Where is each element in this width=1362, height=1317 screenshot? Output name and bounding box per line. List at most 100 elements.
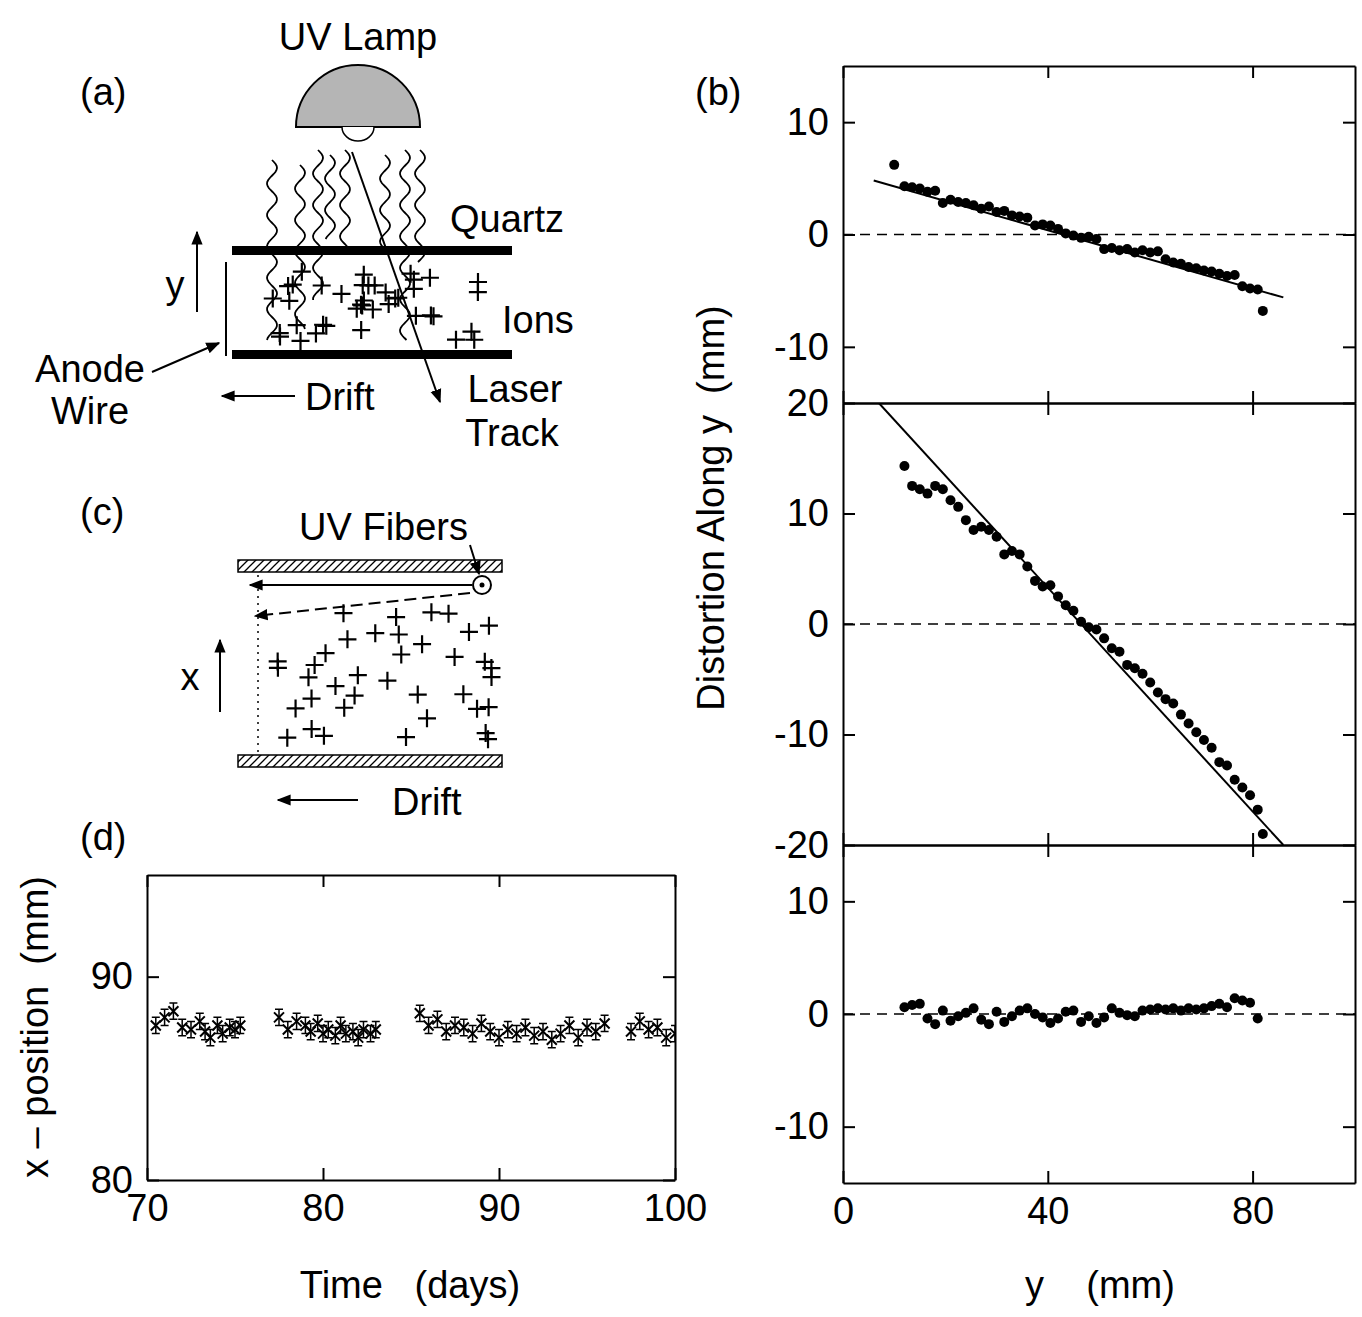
point: [953, 502, 963, 512]
ion: [313, 277, 331, 295]
axis-line: [147, 876, 149, 1181]
wire-label: Wire: [51, 390, 129, 432]
error-bar: [349, 1023, 357, 1039]
quartz-plate: [232, 246, 512, 255]
tick-mark: [1252, 845, 1254, 857]
drift-label: Drift: [392, 781, 462, 823]
ion: [454, 685, 472, 703]
point: [652, 1023, 662, 1033]
reference-line: [843, 623, 1355, 625]
tick-mark: [1252, 1171, 1254, 1183]
tick-label: 0: [808, 603, 829, 645]
point: [992, 1007, 1002, 1017]
point: [459, 1023, 469, 1033]
point: [1253, 1014, 1263, 1024]
ion: [278, 729, 296, 747]
ion: [422, 306, 440, 324]
axis-line: [148, 875, 676, 877]
ion: [359, 276, 377, 294]
tick-label: 0: [808, 213, 829, 255]
point: [1145, 678, 1155, 688]
error-bar: [152, 1017, 160, 1033]
error-bar: [486, 1023, 494, 1039]
plot-area: [843, 160, 1355, 316]
error-bar: [495, 1030, 503, 1046]
tick-mark: [323, 1168, 325, 1180]
tick: 10: [787, 101, 855, 143]
ion: [397, 728, 415, 746]
point: [1207, 743, 1217, 753]
tick-mark: [1343, 234, 1355, 236]
point: [969, 1003, 979, 1013]
axis-title: x – position (mm): [14, 876, 56, 1178]
tick: [1253, 845, 1254, 857]
ion: [352, 296, 370, 314]
point: [573, 1033, 583, 1043]
axis-line: [675, 876, 677, 1181]
plot-area: [843, 993, 1355, 1029]
ion: [387, 608, 405, 626]
wire-label: Anode: [35, 348, 145, 390]
error-bar: [301, 1017, 309, 1033]
tick: [1343, 624, 1355, 625]
ion: [332, 285, 350, 303]
axis-title: Distortion Along y (mm): [690, 305, 732, 710]
lamp: [296, 65, 420, 127]
tick: [1253, 833, 1254, 845]
tick-label: 100: [644, 1187, 707, 1229]
point: [644, 1025, 654, 1035]
tick-mark: [147, 976, 159, 978]
ion: [392, 646, 410, 664]
tick: [1343, 122, 1355, 123]
tick: 0: [808, 213, 855, 255]
tick-label: -10: [774, 713, 829, 755]
point: [1258, 829, 1268, 839]
error-bar: [477, 1015, 485, 1031]
error-bar: [574, 1030, 582, 1046]
tick: [1343, 1014, 1355, 1015]
laser-track: [352, 152, 440, 402]
point: [1184, 718, 1194, 728]
tick: 10: [787, 880, 855, 922]
ion: [326, 677, 344, 695]
point: [485, 1027, 495, 1037]
point: [330, 1031, 340, 1041]
point: [1068, 1006, 1078, 1016]
drift-label: Drift: [305, 376, 375, 418]
error-bar: [324, 1021, 332, 1037]
axis-label: x: [181, 656, 200, 698]
error-bar: [557, 1025, 565, 1041]
axis-line: [844, 403, 1356, 405]
axis-line: [844, 845, 1356, 847]
ion: [338, 630, 356, 648]
tick-label: 90: [478, 1187, 520, 1229]
point: [930, 1019, 940, 1029]
point: [160, 1012, 170, 1022]
tick-mark: [1343, 734, 1355, 736]
tick-mark: [1343, 403, 1355, 405]
ions: [269, 603, 501, 748]
error-bar: [178, 1019, 186, 1035]
panel-label: (a): [80, 71, 126, 113]
point: [938, 484, 948, 494]
error-bar: [372, 1021, 380, 1037]
error-bar: [284, 1021, 292, 1037]
point: [441, 1027, 451, 1037]
ions: [264, 263, 487, 350]
arrow: [219, 640, 221, 712]
ion: [355, 266, 373, 284]
axis: -10010: [774, 846, 855, 1184]
axis: -20-1001020: [774, 382, 855, 866]
point: [1258, 306, 1268, 316]
error-bar: [236, 1017, 244, 1033]
tick-mark: [843, 1126, 855, 1128]
axis-title: y (mm): [1025, 1264, 1175, 1306]
plot-area: [843, 403, 1355, 845]
axis: [1343, 846, 1356, 1184]
plate: [238, 755, 502, 767]
point: [922, 489, 932, 499]
point: [984, 1019, 994, 1029]
tick-mark: [843, 901, 855, 903]
tick-label: 80: [1232, 1190, 1274, 1232]
tick: -10: [774, 713, 855, 755]
